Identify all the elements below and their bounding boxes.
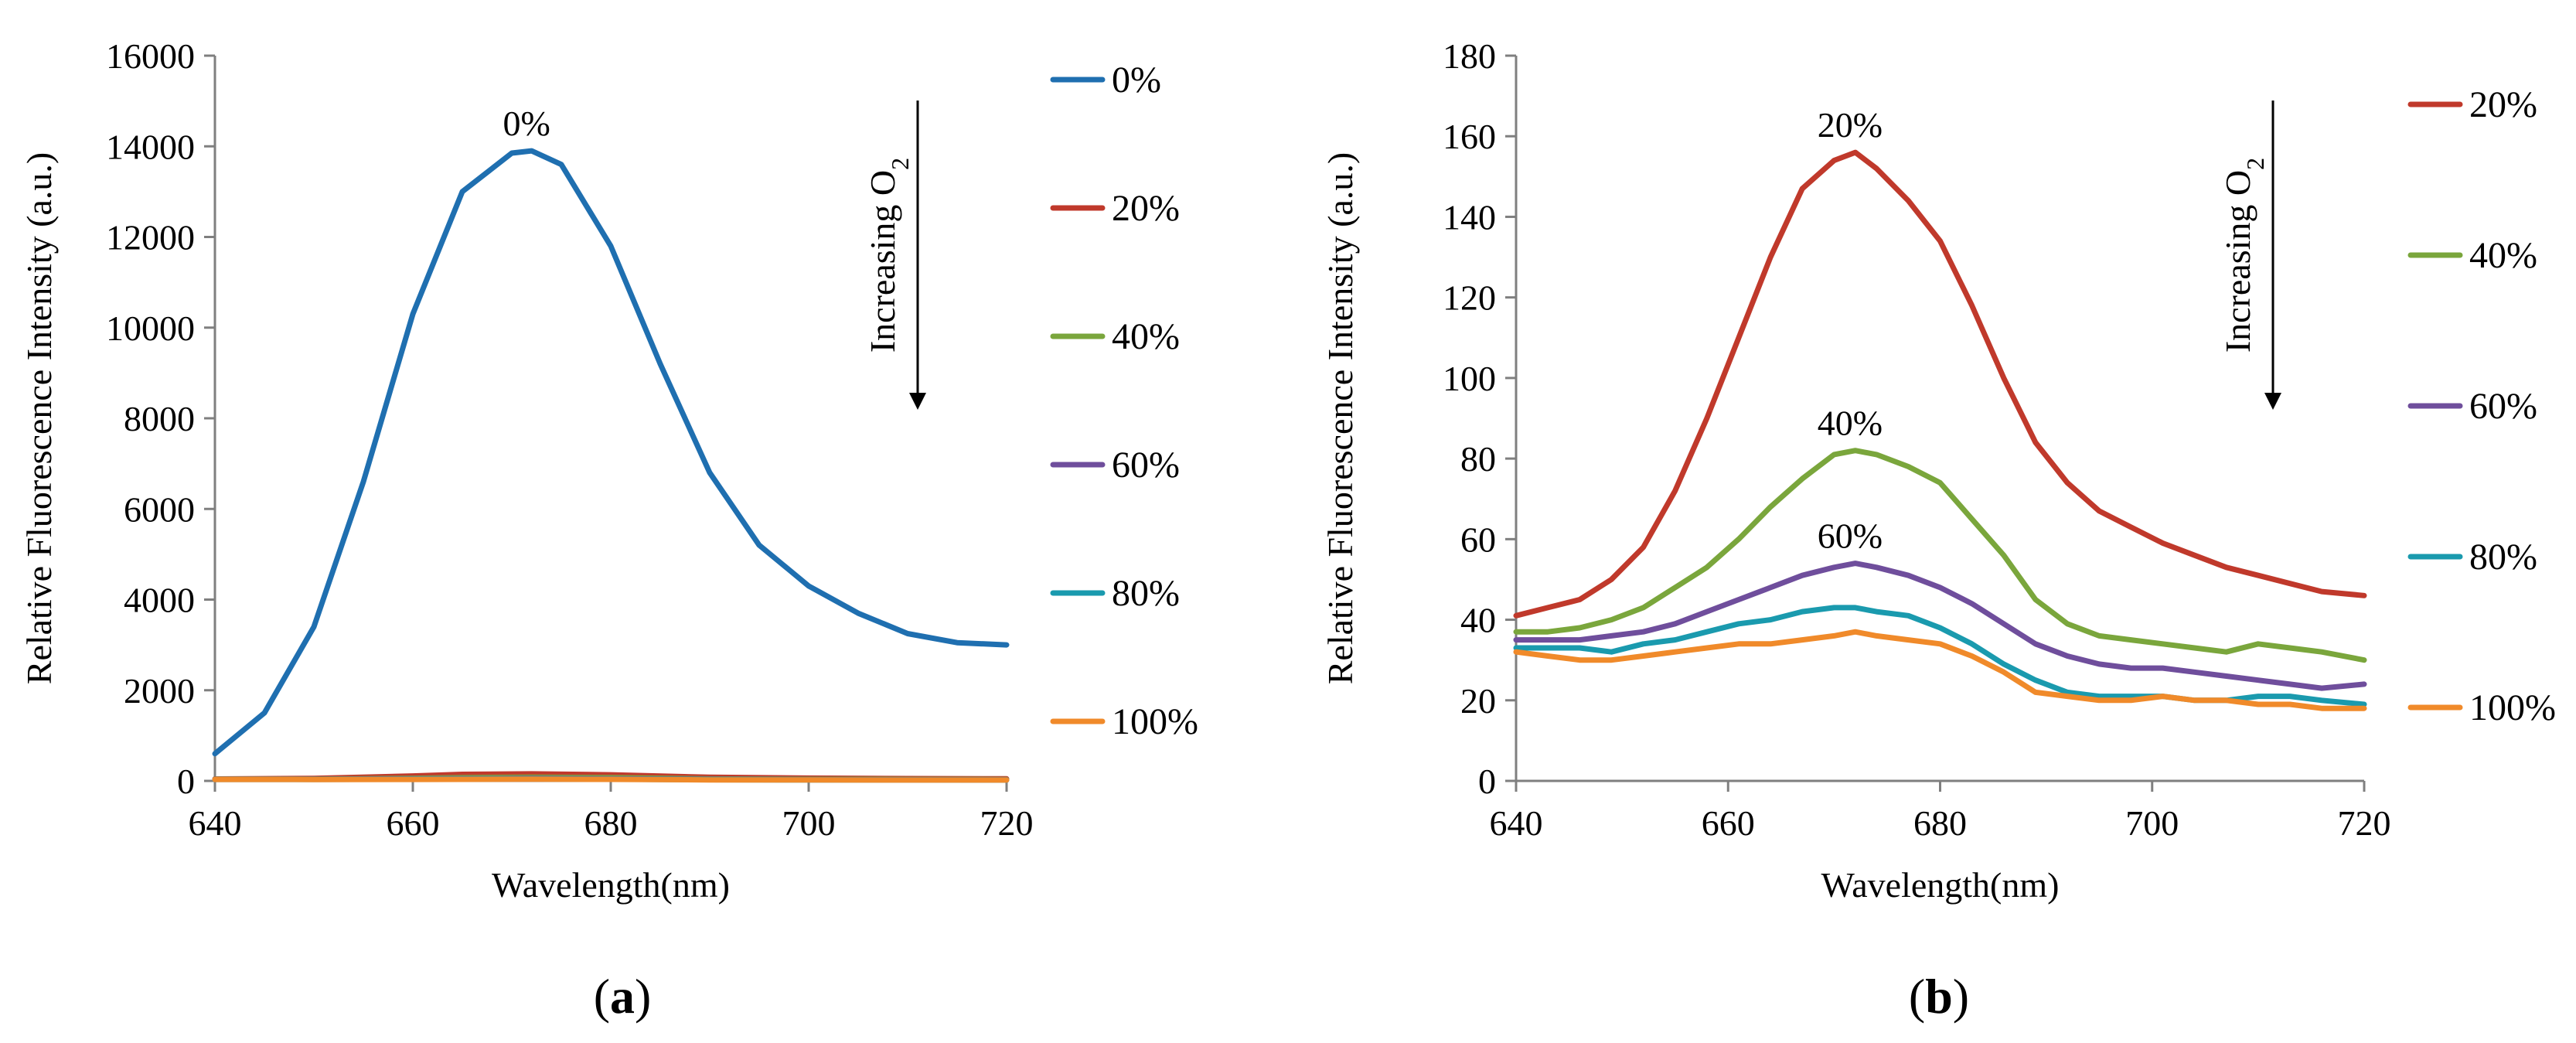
y-tick-label: 140 — [1443, 197, 1496, 237]
caption-open-paren: ( — [594, 969, 610, 1024]
subscript-2: 2 — [2241, 158, 2269, 170]
x-tick-label: 660 — [387, 803, 440, 843]
x-tick-label: 680 — [1913, 803, 1967, 843]
legend-item-label: 60% — [2469, 386, 2537, 427]
x-tick-label: 700 — [782, 803, 836, 843]
x-tick-label: 720 — [980, 803, 1034, 843]
x-tick-label: 640 — [189, 803, 242, 843]
y-tick-label: 120 — [1443, 278, 1496, 318]
panel-caption: (b) — [1909, 969, 1969, 1024]
y-tick-label: 180 — [1443, 36, 1496, 76]
legend-item-label: 20% — [2469, 84, 2537, 125]
y-tick-label: 20 — [1460, 681, 1496, 721]
increasing-o2-label: Increasing O2 — [863, 158, 914, 353]
legend: 20% 40% 60% 80% 100% — [2407, 84, 2556, 728]
y-axis-label: Relative Fluorescence Intensity (a.u.) — [19, 152, 59, 684]
arrow-head — [2264, 393, 2281, 410]
legend-item-label: 40% — [1112, 316, 1180, 357]
peak-label: 60% — [1818, 516, 1883, 556]
series-line-100pct — [212, 776, 1010, 783]
y-tick-label: 8000 — [124, 399, 195, 438]
series-line-60pct — [1513, 561, 2367, 691]
y-tick-label: 60 — [1460, 520, 1496, 559]
peak-label: 40% — [1818, 404, 1883, 443]
x-tick-label: 720 — [2338, 803, 2391, 843]
x-axis-label: Wavelength(nm) — [492, 865, 730, 905]
x-tick-label: 700 — [2125, 803, 2179, 843]
x-tick-label: 640 — [1490, 803, 1543, 843]
legend-item-label: 80% — [1112, 573, 1180, 614]
peak-label: 0% — [503, 104, 550, 143]
caption-close-paren: ) — [1953, 969, 1969, 1024]
series-line-0pct — [212, 148, 1010, 757]
y-tick-label: 12000 — [106, 218, 195, 257]
increasing-o2-text: Increasing O — [2218, 170, 2257, 353]
y-tick-label: 6000 — [124, 489, 195, 529]
legend-item-label: 0% — [1112, 60, 1161, 101]
legend-item-label: 100% — [2469, 687, 2556, 728]
peak-label: 20% — [1818, 105, 1883, 145]
chart-panel-b: 0 20 40 60 80 100 120 140 160 180 640 660 680 700 720 W… — [1320, 36, 2556, 1024]
arrow-head — [909, 393, 926, 410]
y-tick-label: 0 — [1478, 762, 1496, 801]
legend-item-label: 60% — [1112, 445, 1180, 486]
y-tick-label: 10000 — [106, 308, 195, 348]
y-tick-label: 16000 — [106, 36, 195, 76]
series-line-20pct — [1513, 149, 2367, 619]
y-tick-label: 14000 — [106, 127, 195, 166]
y-axis-label: Relative Fluorescence Intensity (a.u.) — [1320, 152, 1360, 684]
legend-item-label: 100% — [1112, 701, 1198, 742]
caption-close-paren: ) — [635, 969, 651, 1024]
increasing-o2-text: Increasing O — [863, 170, 902, 353]
series-line-40pct — [1513, 448, 2367, 663]
legend-item-label: 20% — [1112, 188, 1180, 229]
series-line-100pct — [1513, 629, 2367, 711]
y-tick-label: 80 — [1460, 439, 1496, 479]
y-tick-label: 100 — [1443, 359, 1496, 398]
y-tick-label: 4000 — [124, 581, 195, 620]
y-tick-label: 0 — [177, 762, 195, 801]
legend-item-label: 80% — [2469, 537, 2537, 578]
y-tick-label: 2000 — [124, 671, 195, 711]
legend: 0% 20% 40% 60% 80% 100% — [1050, 60, 1198, 742]
panel-caption: (a) — [594, 969, 652, 1024]
caption-letter: b — [1925, 969, 1953, 1024]
x-tick-label: 680 — [584, 803, 638, 843]
chart-panel-a: 0 2000 4000 6000 8000 10000 12000 14000 16000 640… — [19, 36, 1198, 1024]
caption-open-paren: ( — [1909, 969, 1925, 1024]
subscript-2: 2 — [886, 158, 914, 170]
y-tick-label: 160 — [1443, 117, 1496, 156]
increasing-o2-label: Increasing O2 — [2218, 158, 2269, 353]
x-axis-label: Wavelength(nm) — [1821, 865, 2060, 905]
legend-item-label: 40% — [2469, 235, 2537, 276]
x-tick-label: 660 — [1702, 803, 1755, 843]
y-tick-label: 40 — [1460, 601, 1496, 640]
caption-letter: a — [610, 969, 635, 1024]
